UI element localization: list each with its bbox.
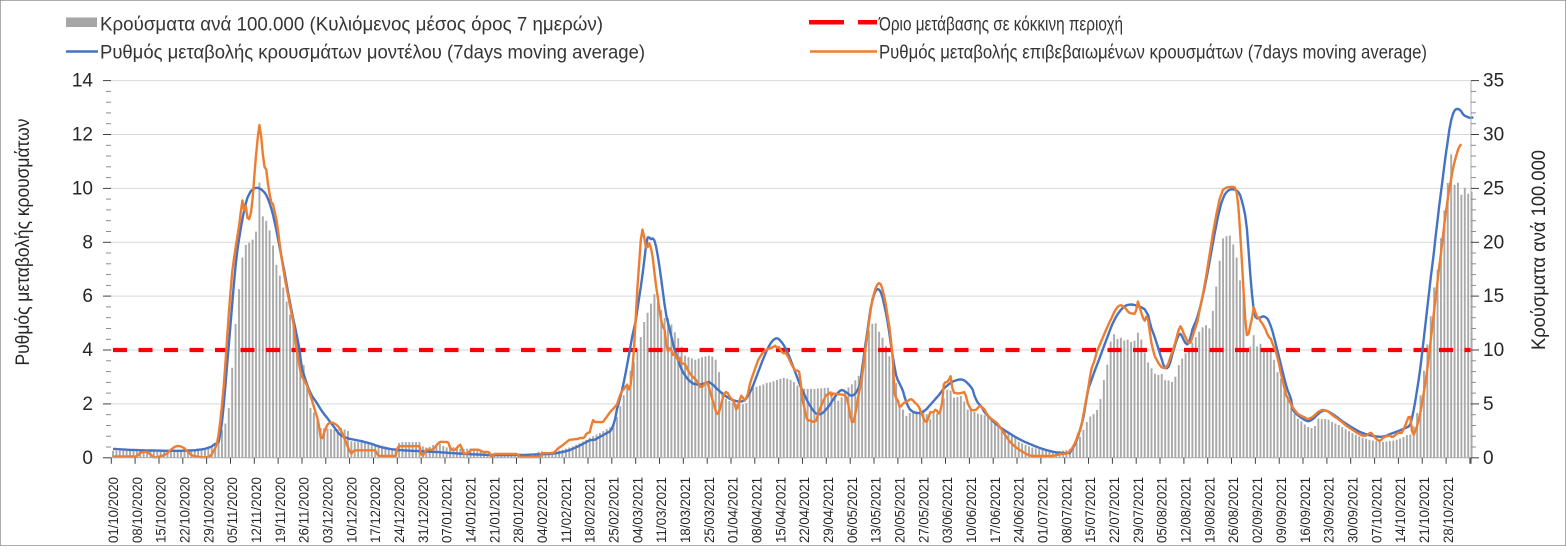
svg-text:21/10/2021: 21/10/2021 (1417, 477, 1432, 543)
svg-text:17/12/2020: 17/12/2020 (368, 477, 383, 543)
svg-text:11/02/2021: 11/02/2021 (559, 477, 574, 543)
svg-text:26/08/2021: 26/08/2021 (1226, 477, 1241, 543)
svg-text:16/09/2021: 16/09/2021 (1298, 477, 1313, 543)
svg-text:10/06/2021: 10/06/2021 (964, 477, 979, 543)
svg-text:Ρυθμός μεταβολής κρουσμάτων μο: Ρυθμός μεταβολής κρουσμάτων μοντέλου (7d… (100, 43, 645, 64)
svg-text:0: 0 (82, 448, 93, 469)
svg-text:08/04/2021: 08/04/2021 (750, 477, 765, 543)
svg-text:19/11/2020: 19/11/2020 (273, 477, 288, 543)
svg-text:6: 6 (82, 286, 93, 307)
svg-text:25/03/2021: 25/03/2021 (702, 477, 717, 543)
svg-text:04/02/2021: 04/02/2021 (535, 477, 550, 543)
svg-text:Όριο μετάβασης σε κόκκινη περι: Όριο μετάβασης σε κόκκινη περιοχή (878, 15, 1123, 36)
svg-text:20: 20 (1483, 232, 1504, 253)
svg-text:28/01/2021: 28/01/2021 (511, 477, 526, 543)
svg-text:18/02/2021: 18/02/2021 (583, 477, 598, 543)
svg-text:Κρούσματα ανά 100.000 (Κυλιόμε: Κρούσματα ανά 100.000 (Κυλιόμενος μέσος … (100, 15, 603, 36)
svg-text:05/08/2021: 05/08/2021 (1155, 477, 1170, 543)
svg-text:06/05/2021: 06/05/2021 (845, 477, 860, 543)
svg-text:31/12/2020: 31/12/2020 (416, 477, 431, 543)
svg-text:5: 5 (1483, 394, 1494, 415)
svg-text:10/12/2020: 10/12/2020 (344, 477, 359, 543)
svg-text:28/10/2021: 28/10/2021 (1441, 477, 1456, 543)
svg-text:14/01/2021: 14/01/2021 (464, 477, 479, 543)
svg-text:22/04/2021: 22/04/2021 (797, 477, 812, 543)
svg-text:15/04/2021: 15/04/2021 (773, 477, 788, 543)
svg-text:13/05/2021: 13/05/2021 (869, 477, 884, 543)
svg-text:21/01/2021: 21/01/2021 (487, 477, 502, 543)
svg-text:4: 4 (82, 340, 93, 361)
svg-text:07/01/2021: 07/01/2021 (440, 477, 455, 543)
svg-text:18/03/2021: 18/03/2021 (678, 477, 693, 543)
svg-text:05/11/2020: 05/11/2020 (225, 477, 240, 543)
svg-text:23/09/2021: 23/09/2021 (1322, 477, 1337, 543)
svg-text:25/02/2021: 25/02/2021 (607, 477, 622, 543)
svg-text:30: 30 (1483, 125, 1504, 146)
svg-text:2: 2 (82, 394, 93, 415)
svg-text:09/09/2021: 09/09/2021 (1274, 477, 1289, 543)
svg-text:08/10/2020: 08/10/2020 (130, 477, 145, 543)
svg-text:01/04/2021: 01/04/2021 (726, 477, 741, 543)
svg-text:15/07/2021: 15/07/2021 (1083, 477, 1098, 543)
svg-text:0: 0 (1483, 448, 1494, 469)
svg-text:26/11/2020: 26/11/2020 (297, 477, 312, 543)
svg-text:19/08/2021: 19/08/2021 (1202, 477, 1217, 543)
svg-text:Ρυθμός μεταβολής κρουσμάτων: Ρυθμός μεταβολής κρουσμάτων (13, 119, 34, 366)
svg-text:12/08/2021: 12/08/2021 (1179, 477, 1194, 543)
svg-text:03/12/2020: 03/12/2020 (321, 477, 336, 543)
svg-text:Ρυθμός μεταβολής επιβεβαιωμένω: Ρυθμός μεταβολής επιβεβαιωμένων κρουσμάτ… (879, 43, 1427, 64)
svg-text:24/12/2020: 24/12/2020 (392, 477, 407, 543)
svg-text:07/10/2021: 07/10/2021 (1369, 477, 1384, 543)
svg-text:10: 10 (72, 178, 93, 199)
svg-text:20/05/2021: 20/05/2021 (893, 477, 908, 543)
svg-text:12/11/2020: 12/11/2020 (249, 477, 264, 543)
svg-text:8: 8 (82, 232, 93, 253)
svg-text:15: 15 (1483, 286, 1504, 307)
svg-text:14/10/2021: 14/10/2021 (1393, 477, 1408, 543)
svg-text:01/10/2020: 01/10/2020 (106, 477, 121, 543)
svg-text:24/06/2021: 24/06/2021 (1012, 477, 1027, 543)
svg-text:17/06/2021: 17/06/2021 (988, 477, 1003, 543)
svg-text:25: 25 (1483, 178, 1504, 199)
svg-text:22/07/2021: 22/07/2021 (1107, 477, 1122, 543)
svg-text:11/03/2021: 11/03/2021 (654, 477, 669, 543)
svg-text:15/10/2020: 15/10/2020 (154, 477, 169, 543)
svg-text:Κρούσματα ανά 100.000: Κρούσματα ανά 100.000 (1529, 150, 1550, 350)
svg-text:27/05/2021: 27/05/2021 (916, 477, 931, 543)
svg-text:03/06/2021: 03/06/2021 (940, 477, 955, 543)
svg-text:29/04/2021: 29/04/2021 (821, 477, 836, 543)
svg-text:08/07/2021: 08/07/2021 (1059, 477, 1074, 543)
svg-text:01/07/2021: 01/07/2021 (1036, 477, 1051, 543)
svg-text:14: 14 (72, 71, 94, 92)
svg-text:29/10/2020: 29/10/2020 (201, 477, 216, 543)
svg-text:30/09/2021: 30/09/2021 (1345, 477, 1360, 543)
svg-text:12: 12 (72, 125, 93, 146)
svg-text:04/03/2021: 04/03/2021 (630, 477, 645, 543)
svg-text:35: 35 (1483, 71, 1504, 92)
svg-text:10: 10 (1483, 340, 1504, 361)
svg-text:02/09/2021: 02/09/2021 (1250, 477, 1265, 543)
svg-text:29/07/2021: 29/07/2021 (1131, 477, 1146, 543)
svg-text:22/10/2020: 22/10/2020 (178, 477, 193, 543)
